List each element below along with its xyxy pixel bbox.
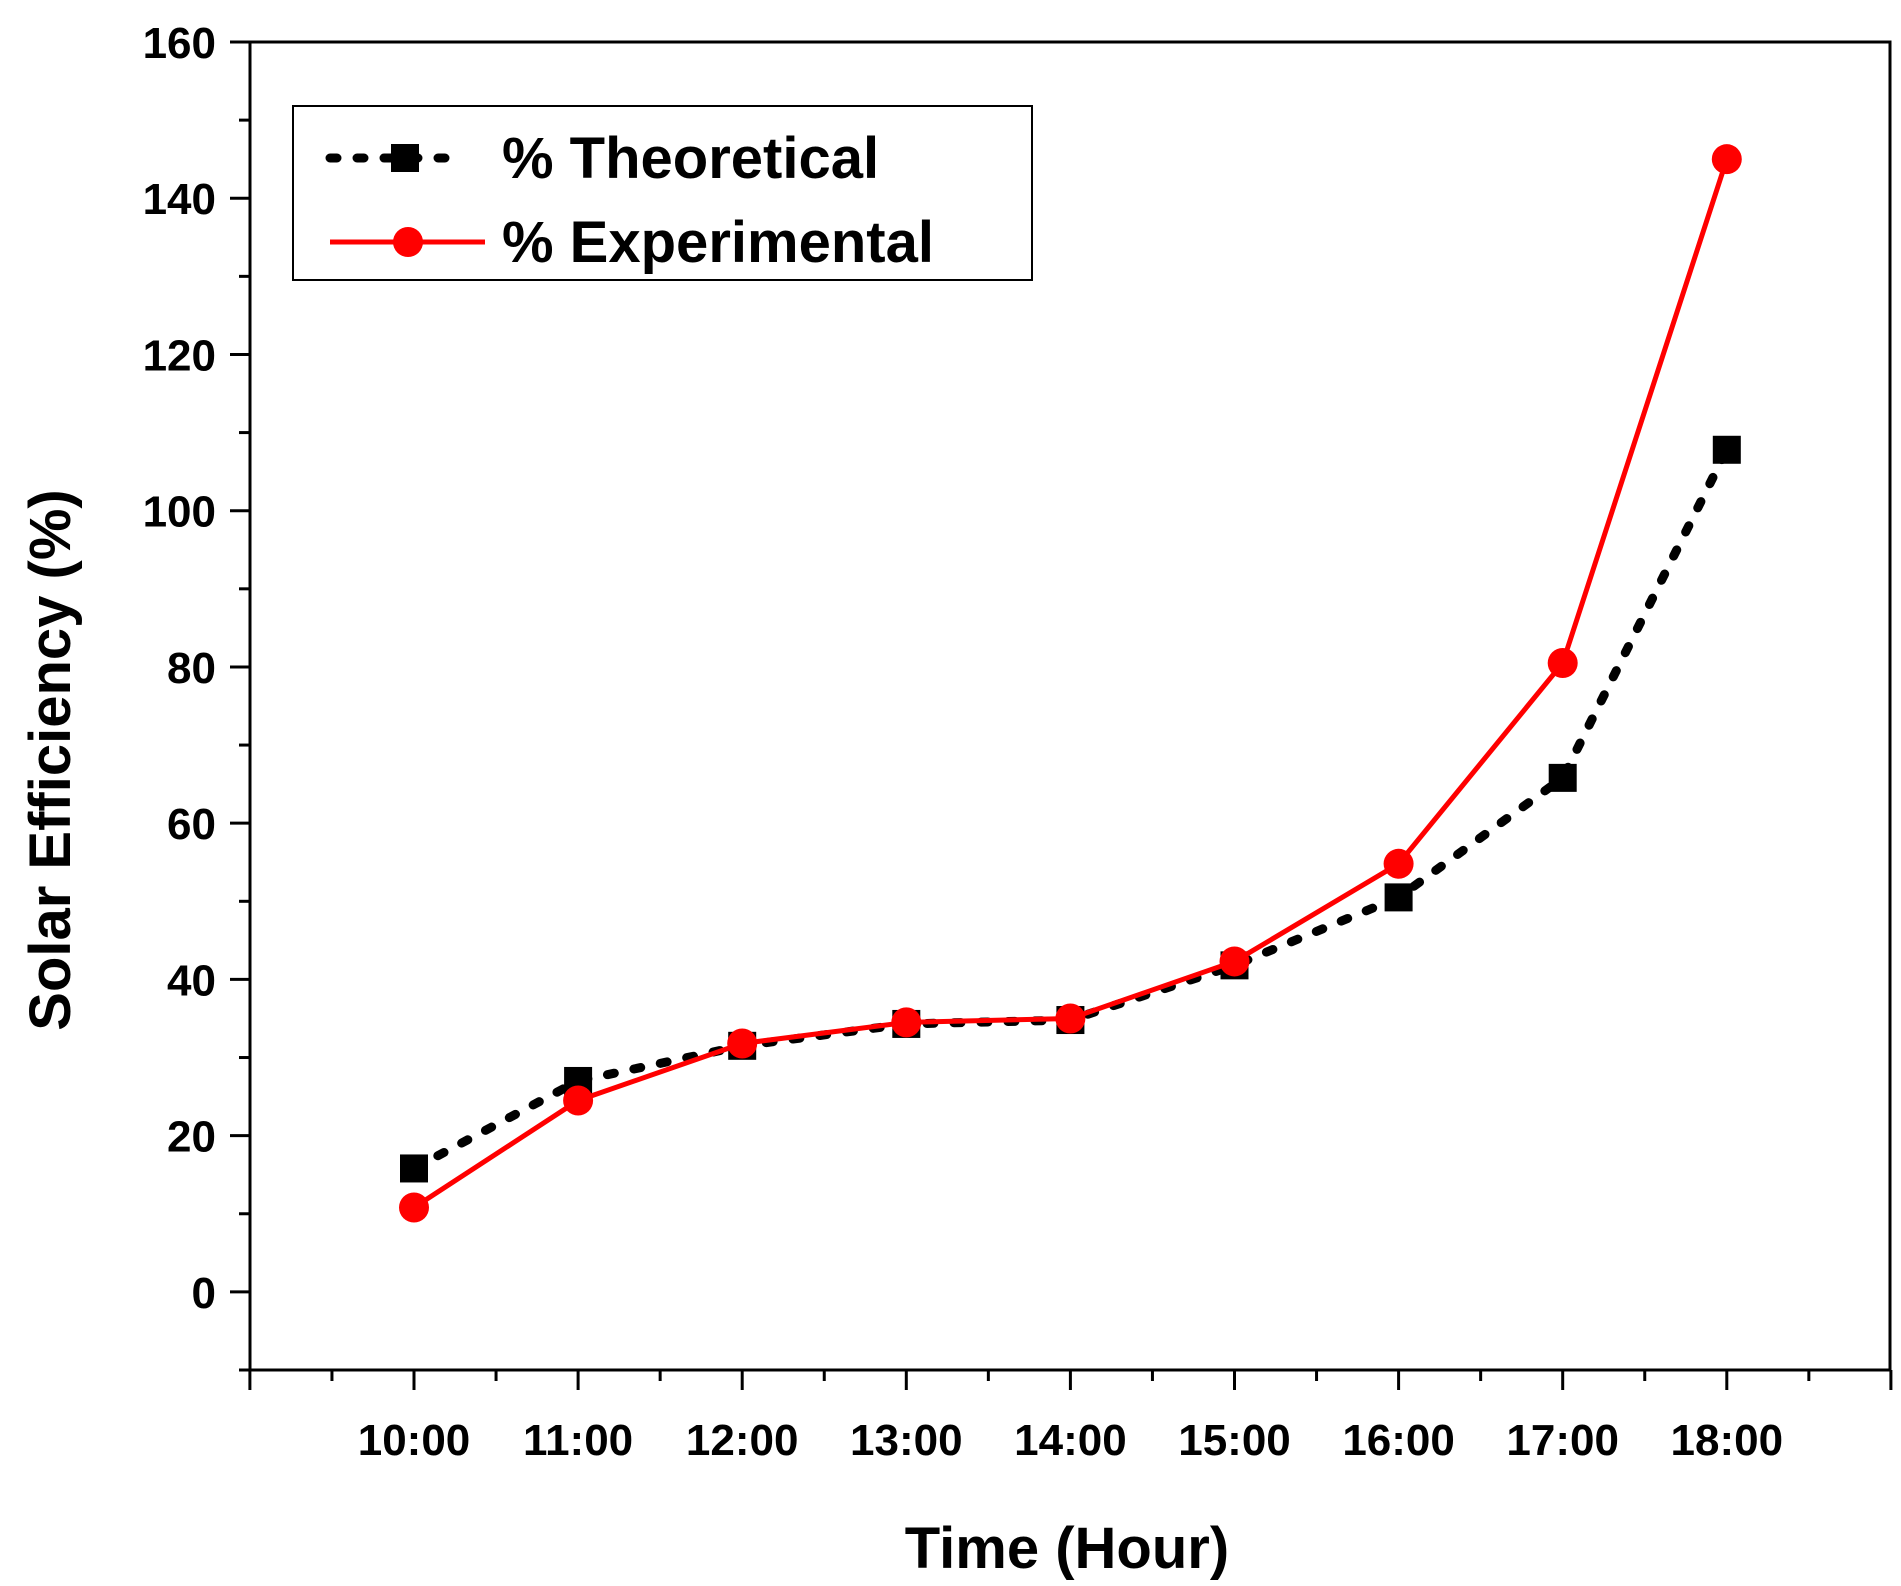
- theoretical-point: [1384, 883, 1413, 912]
- x-tick-label: 16:00: [1342, 1416, 1455, 1465]
- y-tick-label: 80: [167, 644, 216, 693]
- x-tick-label: 10:00: [358, 1416, 471, 1465]
- y-tick-label: 160: [143, 19, 216, 68]
- y-tick-label: 140: [143, 175, 216, 224]
- series-experimental: [399, 144, 1742, 1223]
- theoretical-line: [409, 445, 1732, 1173]
- x-tick-label: 11:00: [523, 1416, 633, 1465]
- theoretical-point: [1712, 435, 1741, 464]
- experimental-point: [1711, 144, 1742, 175]
- theoretical-point: [1548, 763, 1577, 792]
- y-tick-label: 100: [143, 488, 216, 537]
- x-tick-label: 12:00: [686, 1416, 799, 1465]
- experimental-point: [891, 1007, 922, 1038]
- y-tick-label: 40: [167, 956, 216, 1005]
- y-tick-label: 20: [167, 1113, 216, 1162]
- legend-label-theoretical: % Theoretical: [502, 126, 879, 191]
- y-tick-label: 120: [143, 331, 216, 380]
- legend-experimental-marker: [393, 227, 423, 257]
- x-tick-label: 13:00: [850, 1416, 963, 1465]
- experimental-line: [412, 158, 1730, 1210]
- experimental-point: [399, 1192, 429, 1223]
- theoretical-point: [400, 1154, 428, 1183]
- experimental-point: [1383, 848, 1414, 879]
- x-axis-title: Time (Hour): [905, 1516, 1229, 1581]
- y-tick-label: 60: [167, 800, 216, 849]
- legend: % Theoretical % Experimental: [292, 105, 1033, 281]
- experimental-point: [1055, 1003, 1086, 1034]
- axes: 0 20 40 60 80 100 120 140 160 10:00 11:00 12:00 13:0…: [143, 19, 1893, 1465]
- experimental-point: [727, 1028, 758, 1059]
- plot-series: [399, 144, 1742, 1223]
- experimental-point: [1547, 648, 1578, 679]
- legend-theoretical-marker: [391, 144, 419, 172]
- experimental-point: [1219, 946, 1250, 977]
- series-theoretical: [400, 435, 1741, 1183]
- y-axis-title: Solar Efficiency (%): [18, 489, 83, 1030]
- x-tick-label: 17:00: [1506, 1416, 1619, 1465]
- y-tick-label: 0: [192, 1269, 216, 1318]
- experimental-point: [563, 1085, 594, 1116]
- x-tick-label: 18:00: [1671, 1416, 1784, 1465]
- x-tick-label: 15:00: [1178, 1416, 1291, 1465]
- x-tick-label: 14:00: [1014, 1416, 1127, 1465]
- legend-label-experimental: % Experimental: [502, 210, 934, 275]
